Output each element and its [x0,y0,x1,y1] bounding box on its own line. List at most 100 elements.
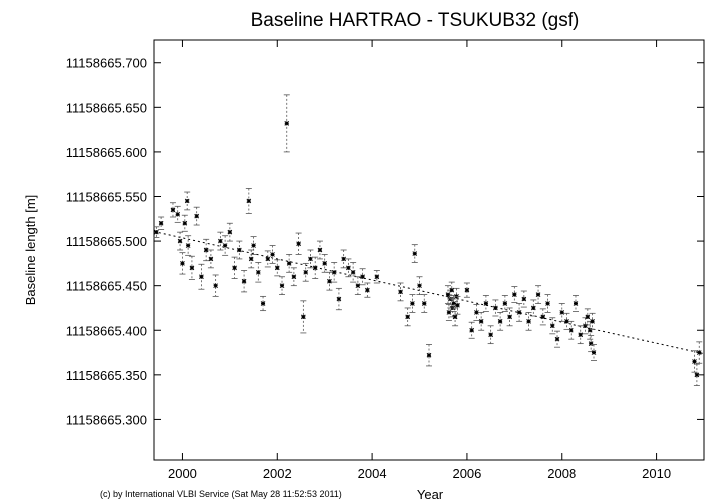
data-marker [222,243,228,248]
data-point [364,282,371,298]
data-point [354,276,361,295]
y-tick-label: 11158665.700 [66,56,147,71]
data-point [421,294,428,313]
data-marker [303,269,309,275]
data-marker [327,278,332,284]
data-point [269,245,276,264]
data-marker [585,314,591,320]
data-marker [331,269,337,275]
x-tick-label: 2006 [452,466,481,481]
data-marker [199,274,204,280]
data-point [300,300,307,334]
data-marker [564,318,569,324]
data-marker [175,211,181,217]
data-point [501,295,508,312]
data-point [516,303,523,322]
data-point [359,268,366,286]
data-point [188,255,195,280]
data-point [468,321,475,339]
x-axis-label: Year [417,487,444,502]
data-marker [355,283,361,289]
data-point [452,307,459,327]
data-marker [350,269,356,275]
data-point [181,214,188,232]
data-point [558,303,565,322]
data-marker [583,323,588,329]
y-tick-label: 11158665.300 [66,412,147,427]
data-marker [312,265,318,271]
data-marker [213,283,218,289]
data-marker [218,238,223,244]
data-point [179,252,186,275]
data-point [487,325,494,345]
data-marker [154,229,159,235]
data-point [312,256,319,279]
data-marker [274,265,280,271]
data-marker [568,327,574,333]
data-marker [521,296,527,302]
data-point [506,307,513,327]
data-marker [260,301,266,306]
data-point [539,308,546,326]
data-marker [265,256,271,262]
data-marker [554,336,560,342]
data-point [696,341,703,364]
data-point [587,320,594,340]
data-point [511,286,518,304]
data-marker [591,350,597,355]
data-marker [241,278,247,284]
data-point [588,335,595,353]
data-marker [526,318,531,324]
data-marker [578,332,584,338]
data-marker [255,269,261,275]
data-marker [158,220,164,226]
data-point [231,256,238,279]
data-point [255,262,262,283]
data-point [397,282,404,302]
data-point [530,299,537,317]
data-marker [417,283,422,289]
data-point [153,226,160,238]
data-point [554,330,561,348]
data-point [226,222,233,242]
data-marker [236,247,242,253]
data-point [250,236,257,255]
y-tick-label: 11158665.400 [66,323,147,338]
x-tick-label: 2004 [358,466,387,481]
data-point [525,312,532,331]
data-marker [208,256,214,262]
data-marker [360,274,365,280]
data-point [535,285,542,304]
data-point [212,274,219,297]
data-point [492,299,499,317]
data-point [302,262,309,282]
data-marker [587,327,593,333]
data-point [340,249,347,269]
data-point [158,216,165,230]
data-marker [189,265,195,271]
data-point [307,249,314,269]
data-point [482,295,489,312]
data-point [591,344,597,361]
data-marker [478,318,484,324]
data-point [563,312,570,330]
data-point [207,249,214,269]
data-point [177,231,184,251]
data-marker [449,287,455,293]
data-marker [469,327,475,333]
data-marker [194,213,200,219]
y-tick-label: 11158665.450 [66,279,147,294]
data-point [411,244,418,263]
data-marker [246,198,252,204]
data-marker [530,305,536,311]
data-marker [445,292,451,297]
data-point [203,238,210,262]
data-point [316,240,323,260]
data-marker [336,296,342,302]
data-marker [516,310,522,315]
data-marker [185,243,191,248]
data-point [497,312,504,331]
x-tick-label: 2010 [642,466,671,481]
data-marker [545,301,550,306]
